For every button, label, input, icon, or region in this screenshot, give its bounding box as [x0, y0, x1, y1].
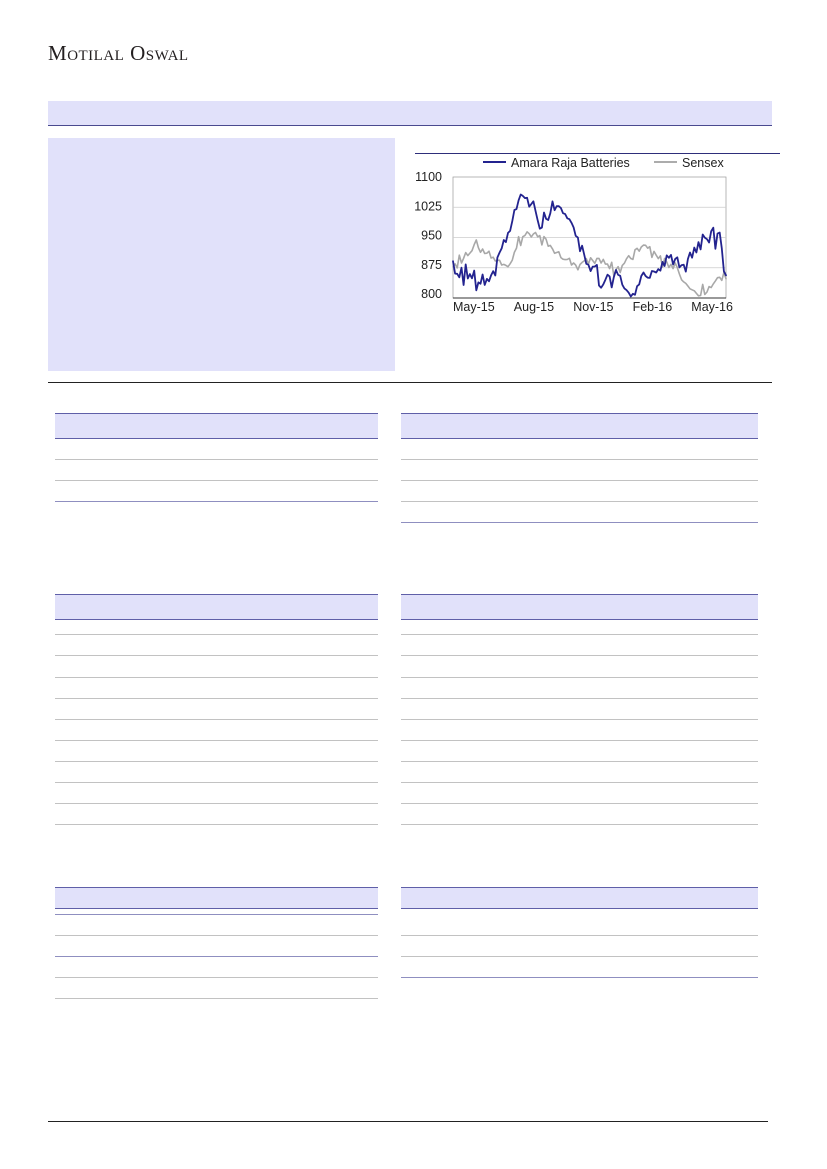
svg-text:875: 875 [421, 258, 442, 272]
svg-text:1025: 1025 [414, 199, 442, 213]
svg-text:950: 950 [421, 229, 442, 243]
svg-text:800: 800 [421, 287, 442, 301]
svg-text:1100: 1100 [415, 170, 442, 184]
